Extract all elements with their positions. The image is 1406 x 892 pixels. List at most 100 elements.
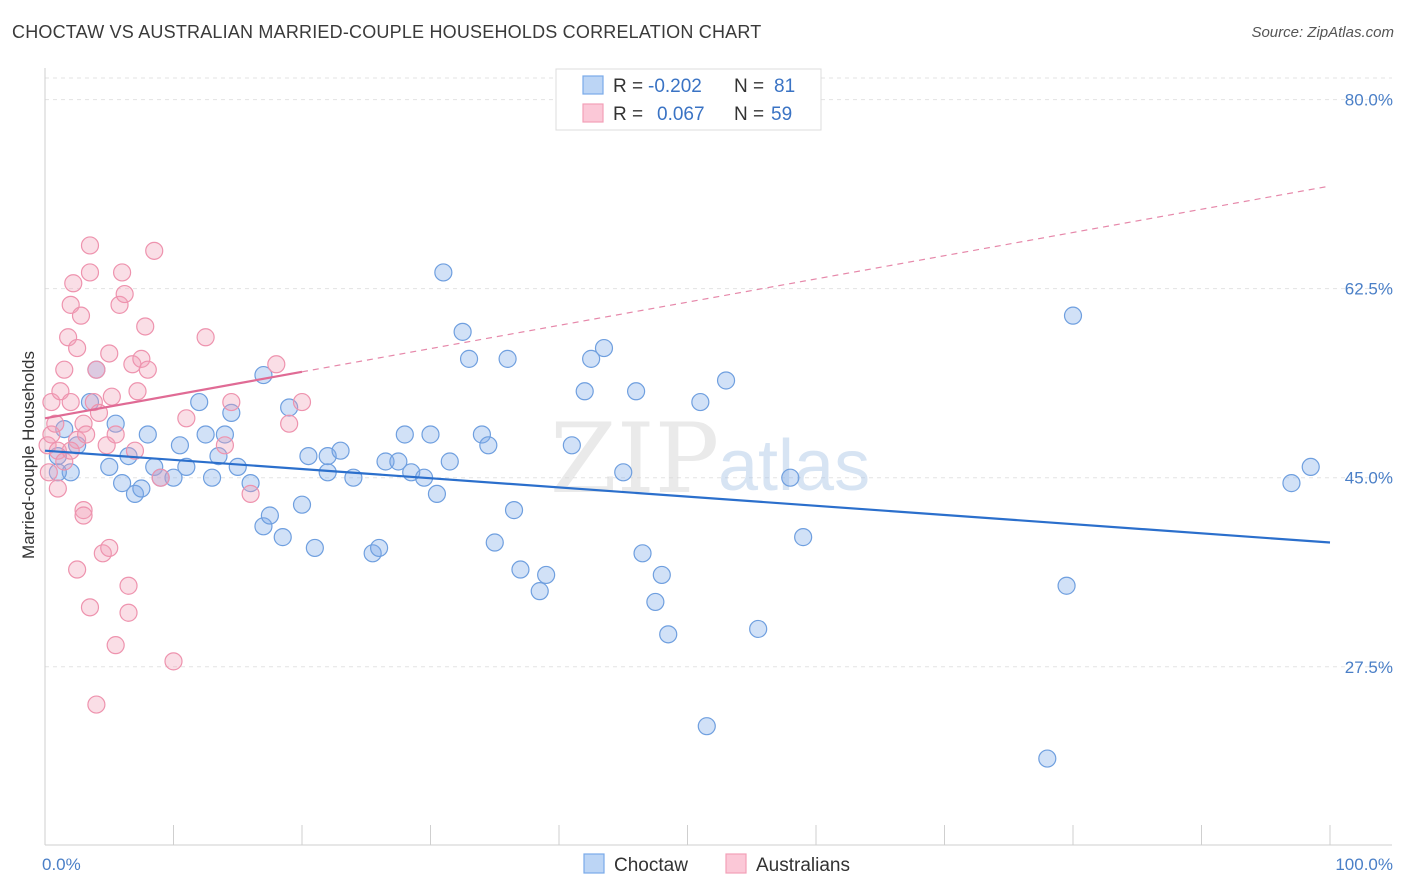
choctaw-point	[376, 452, 395, 471]
legend-n-value-2: 59	[771, 104, 792, 125]
choctaw-point	[1038, 749, 1057, 768]
choctaw-point	[498, 349, 517, 368]
choctaw-point	[626, 382, 646, 401]
choctaw-point	[504, 501, 524, 520]
choctaw-point	[254, 517, 273, 536]
australians-point	[77, 425, 96, 444]
australians-point	[110, 295, 129, 314]
choctaw-point	[562, 436, 581, 455]
chart-title: CHOCTAW VS AUSTRALIAN MARRIED-COUPLE HOU…	[12, 22, 762, 42]
australians-point	[80, 263, 100, 282]
choctaw-point	[633, 544, 652, 563]
australians-point	[177, 409, 196, 428]
australians-point	[136, 317, 155, 336]
choctaw-point	[132, 479, 151, 498]
choctaw-point	[511, 560, 530, 579]
choctaw-point	[1301, 457, 1320, 477]
australians-point	[100, 538, 119, 558]
bottom-legend-australians: Australians	[756, 855, 850, 876]
grid-layer	[45, 77, 1392, 668]
australians-point	[61, 441, 80, 460]
choctaw-point	[530, 582, 549, 601]
choctaw-point	[485, 533, 504, 552]
australians-point	[164, 652, 183, 671]
australians-point	[128, 382, 147, 401]
choctaw-point	[594, 338, 614, 358]
australians-point	[74, 501, 93, 520]
choctaw-point	[749, 619, 768, 639]
australians-point	[112, 263, 132, 282]
watermark-atlas: atlas	[718, 426, 870, 506]
australians-point	[55, 360, 74, 379]
legend-r-value-2: 0.067	[657, 104, 705, 125]
australians-point	[74, 506, 93, 525]
choctaw-point	[659, 625, 678, 644]
australians-point	[42, 425, 61, 444]
choctaw-point	[453, 322, 472, 341]
choctaw-point	[164, 468, 183, 487]
australians-point	[267, 355, 286, 374]
australians-point	[46, 414, 65, 433]
australians-point	[145, 241, 164, 260]
australians-point	[61, 392, 80, 412]
source-note: Source: ZipAtlas.com	[1251, 24, 1394, 41]
choctaw-point	[537, 565, 556, 585]
y-tick-label: 62.5%	[1345, 280, 1393, 299]
choctaw-point	[292, 495, 312, 514]
choctaw-point	[222, 403, 241, 422]
axis-layer: 80.0% 62.5% 45.0% 27.5% 0.0% 100.0%	[42, 68, 1393, 874]
x-tick-label: 0.0%	[42, 855, 81, 874]
bottom-legend-swatch-choctaw	[583, 853, 605, 874]
choctaw-point	[260, 506, 279, 525]
australians-point	[215, 436, 234, 455]
choctaw-point	[421, 425, 440, 444]
australians-trend-extension	[301, 185, 1331, 373]
series-legend: Choctaw Australians	[583, 853, 850, 876]
legend-swatch-australians	[582, 103, 604, 123]
australians-point	[280, 414, 299, 433]
choctaw-point	[614, 463, 633, 482]
choctaw-point	[190, 392, 209, 412]
watermark-zip: ZIP	[550, 403, 719, 515]
choctaw-point	[781, 468, 800, 487]
australians-point	[71, 306, 91, 325]
bottom-legend-choctaw: Choctaw	[614, 855, 688, 876]
choctaw-point	[100, 457, 119, 477]
australians-trend-line	[44, 370, 303, 420]
choctaw-point	[1057, 576, 1076, 595]
australians-point	[68, 338, 87, 358]
australians-point	[80, 236, 100, 255]
australians-point	[87, 360, 106, 379]
choctaw-point	[1063, 306, 1083, 325]
choctaw-point	[389, 452, 408, 471]
australians-point	[102, 387, 121, 406]
australians-point	[132, 349, 151, 368]
choctaw-point	[794, 528, 813, 547]
choctaw-point	[440, 452, 459, 471]
choctaw-point	[228, 457, 247, 477]
y-tick-label: 45.0%	[1345, 469, 1393, 488]
trend-layer	[44, 185, 1331, 544]
australians-point	[292, 392, 312, 412]
choctaw-point	[209, 446, 228, 466]
choctaw-point	[138, 425, 157, 444]
choctaw-point	[1282, 474, 1301, 493]
choctaw-point	[697, 717, 716, 736]
australians-point	[84, 392, 103, 412]
australians-point	[119, 576, 138, 595]
australians-point	[87, 695, 106, 714]
australians-point	[80, 598, 100, 617]
legend-r-label-1: R =	[613, 76, 643, 97]
choctaw-point	[331, 441, 350, 460]
choctaw-point	[691, 392, 710, 412]
legend-n-label-2: N =	[734, 104, 764, 125]
legend-swatch-choctaw	[582, 75, 604, 95]
choctaw-point	[196, 425, 215, 444]
australians-point	[106, 636, 125, 655]
australians-point	[68, 560, 87, 579]
choctaw-point	[575, 382, 594, 401]
choctaw-point	[472, 425, 491, 444]
australians-point	[100, 344, 119, 363]
choctaw-point	[427, 484, 447, 504]
